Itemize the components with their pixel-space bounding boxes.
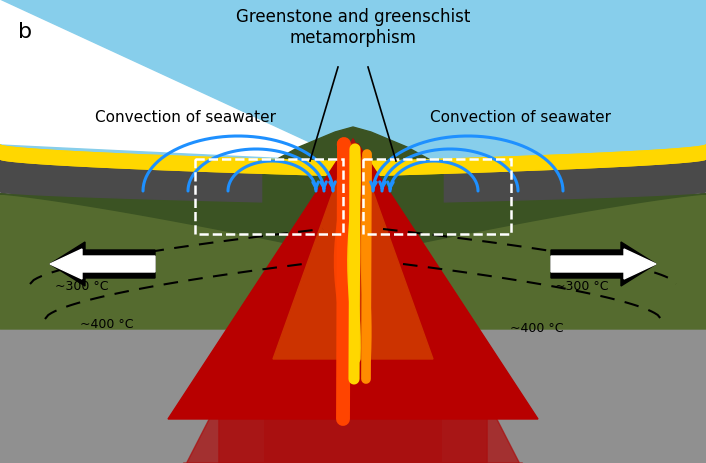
Text: ~400 °C: ~400 °C [510,321,563,334]
Text: Convection of seawater: Convection of seawater [431,110,611,125]
Text: ~300 °C: ~300 °C [55,279,109,292]
Bar [363,160,511,234]
Polygon shape [0,194,706,329]
Polygon shape [0,148,706,205]
Polygon shape [263,128,443,219]
Polygon shape [300,140,406,463]
Polygon shape [0,0,706,163]
Polygon shape [0,146,706,176]
Bar [195,160,343,234]
FancyArrow shape [551,243,656,287]
Text: Greenstone and greenschist
metamorphism: Greenstone and greenschist metamorphism [236,8,470,47]
Polygon shape [0,194,706,257]
FancyArrow shape [50,243,155,287]
Text: ~400 °C: ~400 °C [80,317,133,330]
FancyArrow shape [551,250,656,279]
Polygon shape [0,329,706,463]
Polygon shape [273,144,433,359]
Polygon shape [265,140,441,463]
FancyArrow shape [50,250,155,279]
Text: b: b [18,22,32,42]
Text: Convection of seawater: Convection of seawater [95,110,275,125]
Polygon shape [184,140,522,463]
Polygon shape [219,140,487,463]
Polygon shape [0,146,706,176]
Polygon shape [168,144,538,419]
Text: ~300 °C: ~300 °C [555,279,609,292]
